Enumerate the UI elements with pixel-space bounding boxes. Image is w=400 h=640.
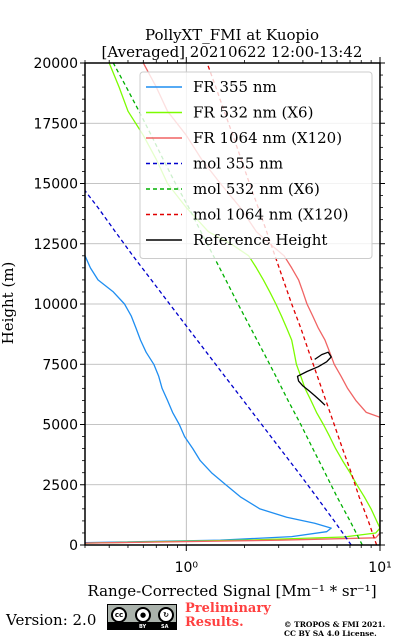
y-tick-label: 7500 — [42, 357, 78, 373]
series-line-3 — [85, 190, 352, 545]
legend-label-0: FR 355 nm — [193, 78, 277, 96]
legend-box — [139, 71, 373, 259]
series-line-5 — [206, 63, 378, 545]
y-tick-label: 12500 — [33, 237, 78, 253]
copyright-line-2: CC BY SA 4.0 License. — [284, 629, 377, 638]
chart-title: PollyXT_FMI at Kuopio — [145, 26, 319, 44]
cc-license-badge: cc ● ↻ BY SA — [107, 604, 177, 630]
preliminary-line-2: Results. — [185, 615, 244, 630]
legend-label-1: FR 532 nm (X6) — [193, 104, 313, 122]
y-tick-label: 15000 — [33, 177, 78, 193]
legend-label-3: mol 355 nm — [193, 155, 283, 173]
y-axis: 0 2500 5000 7500 10000 12500 15000 17500 20000 — [33, 56, 385, 554]
y-tick-label: 0 — [69, 538, 78, 554]
cc-sa-text: SA — [161, 624, 169, 630]
cc-icon: cc — [111, 607, 127, 623]
legend-label-6: Reference Height — [193, 231, 327, 249]
x-axis: 10⁰ 10¹ — [84, 57, 392, 576]
chart-subtitle: [Averaged] 20210622 12:00-13:42 — [102, 43, 363, 61]
share-alike-icon: ↻ — [158, 607, 174, 623]
y-tick-label: 5000 — [42, 418, 78, 434]
preliminary-results-note: Preliminary Results. — [185, 602, 271, 630]
y-tick-label: 17500 — [33, 116, 78, 132]
cc-by-text: BY — [139, 624, 147, 630]
legend: FR 355 nm FR 532 nm (X6) FR 1064 nm (X120)… — [139, 71, 373, 259]
legend-label-4: mol 532 nm (X6) — [193, 180, 320, 198]
y-axis-label: Height (m) — [0, 262, 17, 345]
y-tick-label: 10000 — [33, 297, 78, 313]
legend-label-2: FR 1064 nm (X120) — [193, 129, 342, 147]
copyright-note: © TROPOS & FMI 2021. CC BY SA 4.0 Licens… — [284, 620, 385, 638]
y-tick-label: 20000 — [33, 56, 78, 72]
x-axis-label: Range-Corrected Signal [Mm⁻¹ * sr⁻¹] — [87, 582, 376, 600]
version-label: Version: 2.0 — [6, 611, 97, 629]
copyright-line-1: © TROPOS & FMI 2021. — [284, 620, 386, 629]
y-tick-label: 2500 — [42, 478, 78, 494]
cc-strip — [108, 622, 176, 629]
by-person-icon: ● — [135, 607, 151, 623]
legend-label-5: mol 1064 nm (X120) — [193, 206, 348, 224]
series-line-0 — [85, 255, 332, 544]
series-line-6 — [296, 351, 332, 406]
preliminary-line-1: Preliminary — [185, 601, 271, 616]
x-tick-label: 10⁰ — [175, 560, 199, 576]
x-tick-label: 10¹ — [368, 560, 391, 576]
